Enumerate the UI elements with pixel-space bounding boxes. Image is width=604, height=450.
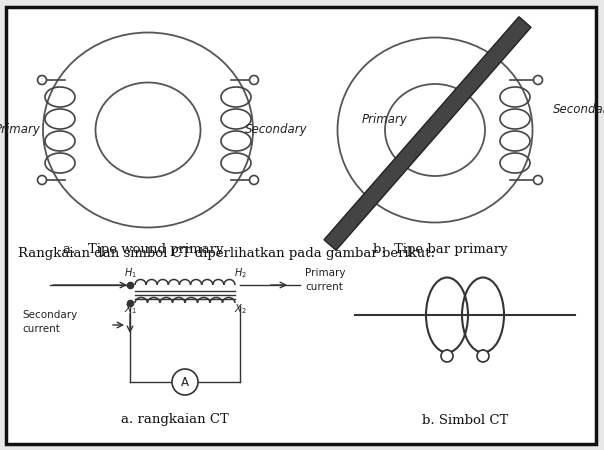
Text: a.   Tipe wound primary: a. Tipe wound primary (63, 243, 223, 256)
Text: b.  Tipe bar primary: b. Tipe bar primary (373, 243, 507, 256)
Circle shape (249, 76, 259, 85)
Polygon shape (324, 17, 531, 250)
Text: $X_1$: $X_1$ (124, 302, 137, 316)
Text: $H_2$: $H_2$ (234, 266, 246, 280)
Circle shape (249, 176, 259, 184)
Circle shape (37, 176, 47, 184)
Ellipse shape (385, 84, 485, 176)
FancyBboxPatch shape (6, 7, 596, 444)
Circle shape (477, 350, 489, 362)
Circle shape (533, 176, 542, 184)
Text: Secondary: Secondary (245, 123, 307, 136)
Circle shape (533, 76, 542, 85)
Text: Primary
current: Primary current (305, 268, 345, 292)
Text: Secondary
current: Secondary current (22, 310, 77, 333)
Text: A: A (181, 375, 189, 388)
Circle shape (441, 350, 453, 362)
Circle shape (37, 76, 47, 85)
Text: b. Simbol CT: b. Simbol CT (422, 414, 508, 427)
Ellipse shape (95, 82, 201, 177)
Text: a. rangkaian CT: a. rangkaian CT (121, 414, 229, 427)
Text: Secondary: Secondary (553, 104, 604, 117)
Text: Rangkaian dan simbol CT diperlihatkan pada gambar berikut:: Rangkaian dan simbol CT diperlihatkan pa… (18, 247, 435, 260)
Text: Primary: Primary (0, 123, 41, 136)
Text: $X_2$: $X_2$ (234, 302, 246, 316)
Text: $H_1$: $H_1$ (124, 266, 137, 280)
Circle shape (172, 369, 198, 395)
Text: Primary: Primary (362, 113, 408, 126)
